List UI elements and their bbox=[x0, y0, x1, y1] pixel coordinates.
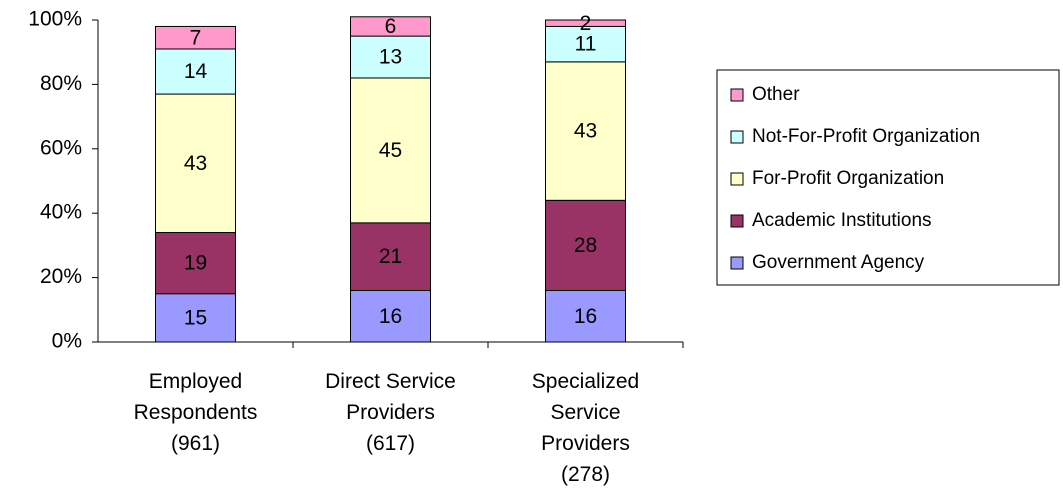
bar-segment bbox=[545, 289, 626, 343]
legend-label: Other bbox=[752, 84, 800, 105]
x-tick-label-line: Respondents bbox=[134, 401, 258, 424]
data-label: 2 bbox=[580, 12, 592, 35]
x-tick-label: Specialized Service Providers (278) bbox=[532, 370, 639, 486]
data-label: 15 bbox=[184, 306, 207, 329]
x-tick-label-line: Direct Service bbox=[325, 370, 456, 393]
legend-swatch bbox=[730, 130, 744, 144]
legend-label: Academic Institutions bbox=[752, 210, 932, 231]
x-tick-label-line: (961) bbox=[171, 432, 220, 455]
y-tick-label: 60% bbox=[40, 136, 82, 159]
y-tick-label: 20% bbox=[40, 265, 82, 288]
bar-segment bbox=[350, 16, 431, 37]
data-label: 11 bbox=[575, 33, 597, 56]
x-tick-label: Direct Service Providers (617) bbox=[325, 370, 456, 455]
x-tick-label-line: Providers bbox=[541, 432, 630, 455]
y-tick-label: 100% bbox=[28, 8, 82, 31]
legend-label: Not-For-Profit Organization bbox=[752, 126, 980, 147]
bar-segment bbox=[155, 93, 236, 234]
data-label: 16 bbox=[379, 305, 402, 328]
x-tick-label: Employed Respondents (961) bbox=[134, 370, 258, 455]
bar-segment bbox=[545, 199, 626, 291]
bar-segment bbox=[350, 222, 431, 291]
data-label: 21 bbox=[379, 245, 402, 268]
bar-segment bbox=[545, 25, 626, 63]
legend-label: For-Profit Organization bbox=[752, 168, 944, 189]
data-label: 16 bbox=[574, 305, 597, 328]
x-tick-label-line: (278) bbox=[561, 463, 610, 486]
x-tick-label-line: Providers bbox=[346, 401, 435, 424]
bar-segment bbox=[545, 19, 626, 27]
y-tick-label: 0% bbox=[52, 330, 82, 353]
x-tick-label-line: Employed bbox=[149, 370, 242, 393]
x-tick-label-line: Service bbox=[550, 401, 620, 424]
bar-segment bbox=[155, 25, 236, 50]
x-tick-label-line: (617) bbox=[366, 432, 415, 455]
data-label: 7 bbox=[190, 26, 202, 49]
bar-segment bbox=[350, 35, 431, 79]
legend-swatch bbox=[730, 256, 744, 270]
data-label: 43 bbox=[574, 120, 597, 143]
legend-label: Government Agency bbox=[752, 252, 925, 273]
legend-box bbox=[716, 69, 1060, 286]
data-label: 28 bbox=[574, 234, 597, 257]
data-label: 19 bbox=[184, 252, 207, 275]
legend-swatch bbox=[730, 88, 744, 102]
data-label: 45 bbox=[379, 139, 402, 162]
data-label: 6 bbox=[385, 15, 397, 38]
bar-segment bbox=[155, 232, 236, 295]
legend-swatch bbox=[730, 214, 744, 228]
x-tick-label-line: Specialized bbox=[532, 370, 639, 393]
y-tick-label: 80% bbox=[40, 72, 82, 95]
data-label: 43 bbox=[184, 152, 207, 175]
data-label: 14 bbox=[184, 60, 208, 83]
y-tick-label: 40% bbox=[40, 201, 82, 224]
legend-swatch bbox=[730, 172, 744, 186]
data-label: 13 bbox=[379, 46, 402, 69]
